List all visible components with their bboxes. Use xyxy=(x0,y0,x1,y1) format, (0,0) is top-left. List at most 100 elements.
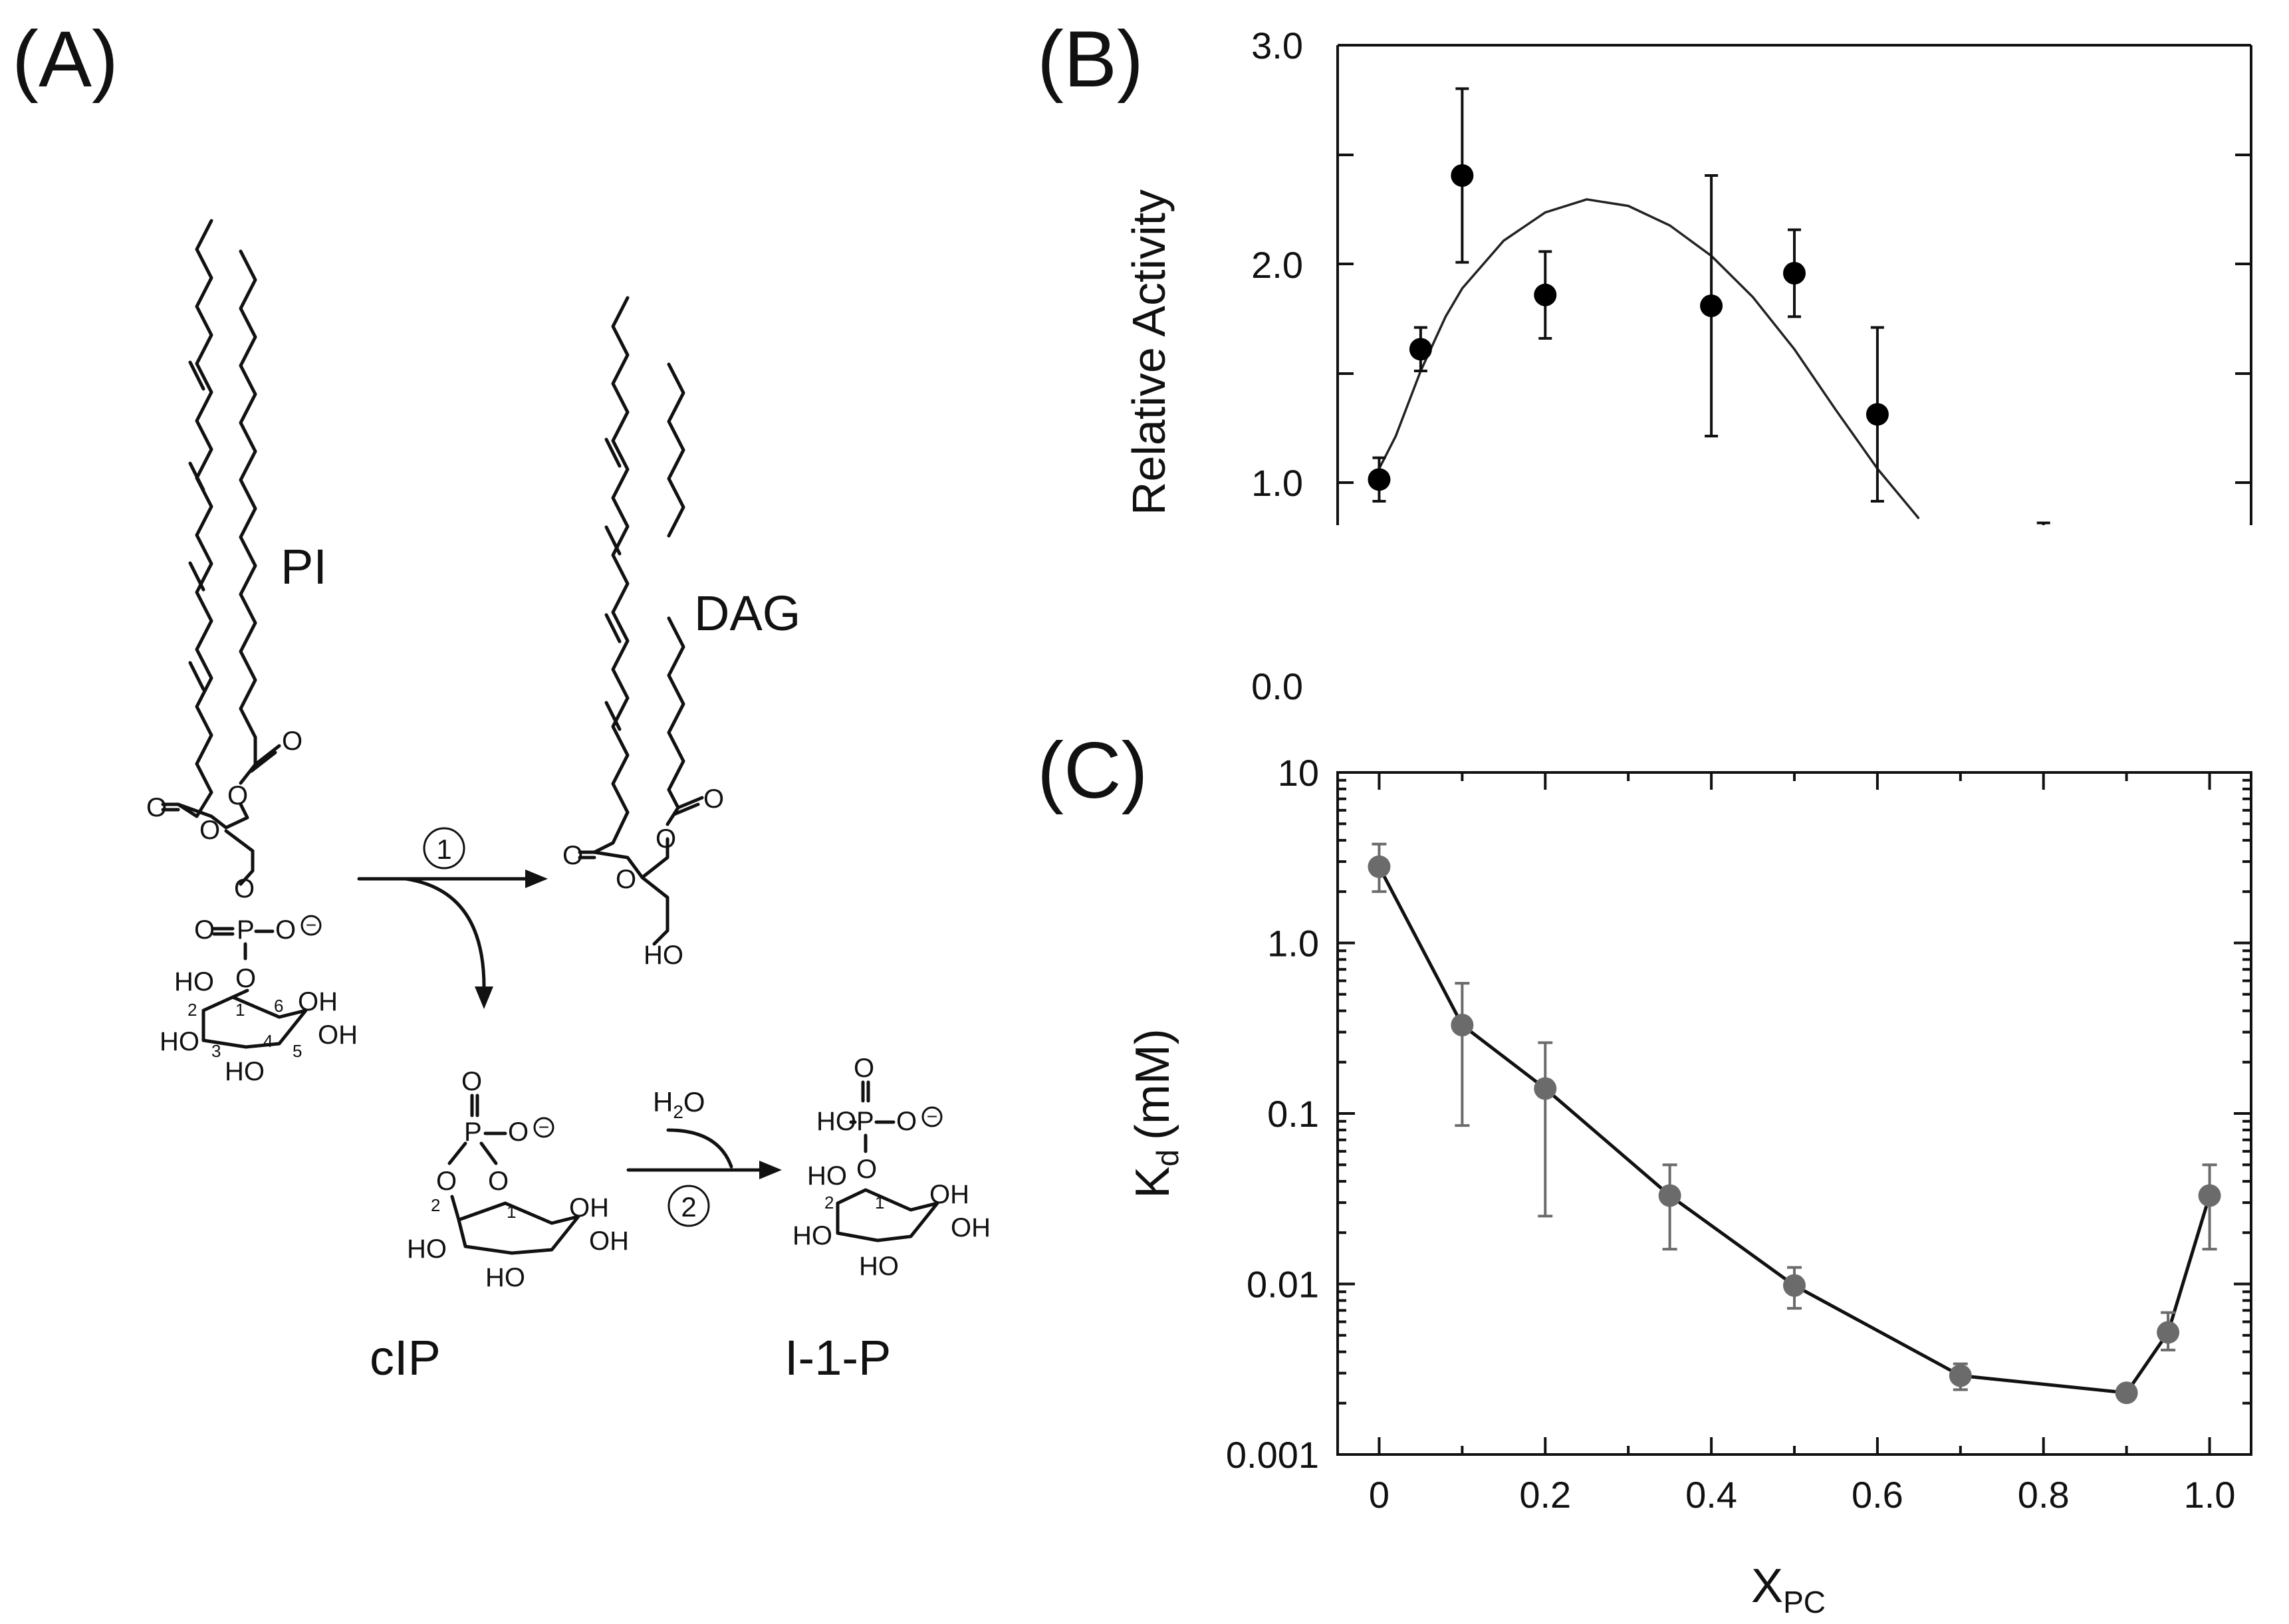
pi-oh-2: OH xyxy=(318,1020,358,1050)
plot-b-point-6 xyxy=(1866,403,1889,426)
reaction-1-arrowhead xyxy=(525,870,548,888)
plot-b-ytick-label-1: 1.0 xyxy=(1251,462,1303,504)
pi-chain-2 xyxy=(239,249,257,739)
pi-ring-2: 2 xyxy=(187,1000,197,1020)
pi-oxygen-6: O xyxy=(194,915,215,945)
panel-a-label: (A) xyxy=(12,15,118,104)
i1p-oxygen-1: O xyxy=(854,1054,874,1083)
panel-c-label: (C) xyxy=(1037,726,1148,815)
plot-b-point-2 xyxy=(1451,164,1474,187)
plot-b-ytick-label-3: 3.0 xyxy=(1251,25,1303,66)
cip-oxygen-3: O xyxy=(436,1167,457,1196)
dag-oxygen-4: O xyxy=(616,865,636,894)
pi-ester-2 xyxy=(239,735,257,785)
dag-glycerol xyxy=(592,810,669,879)
plot-c-ytick-label-4: 10 xyxy=(1278,752,1319,794)
pi-negative-charge xyxy=(301,915,322,936)
cip-oxygen-2: O xyxy=(508,1117,529,1147)
dag-ho: HO xyxy=(644,941,683,970)
plot-c-marks xyxy=(1368,842,2221,1405)
plot-c-xtick-label-0: 0 xyxy=(1369,1474,1389,1516)
cip-ho-1: HO xyxy=(407,1234,447,1264)
step-1-number: 1 xyxy=(436,834,451,865)
plot-c-ytick-label-1: 0.01 xyxy=(1247,1264,1319,1306)
i1p-minus: − xyxy=(927,1106,937,1127)
plot-c-point-8 xyxy=(2198,1184,2221,1207)
plot-c-point-5 xyxy=(1949,1364,1972,1387)
plot-c-frame xyxy=(1336,771,2252,1456)
panel-b-label: (B) xyxy=(1037,15,1144,104)
plot-c-ytick-label-0: 0.001 xyxy=(1226,1434,1319,1476)
pi-ring-3: 3 xyxy=(211,1041,221,1061)
cip-minus: − xyxy=(539,1117,549,1137)
dag-hydroxyl-arm xyxy=(640,875,669,946)
pi-inositol-ring xyxy=(201,995,308,1049)
i1p-oh-1: OH xyxy=(929,1180,969,1209)
cip-oh-2: OH xyxy=(589,1226,629,1256)
plot-c-point-2 xyxy=(1534,1077,1557,1100)
plot-b-point-0 xyxy=(1368,468,1391,491)
cip-negative-charge xyxy=(533,1117,554,1138)
plot-c-point-6 xyxy=(2115,1381,2138,1405)
cip-ring-1: 1 xyxy=(507,1202,516,1222)
pi-double-bond-2 xyxy=(188,461,205,492)
reaction-1-branch-head xyxy=(475,986,493,1009)
cip-oxygen-4: O xyxy=(488,1167,509,1196)
i1p-phosphorus: P xyxy=(856,1107,874,1136)
plot-c-point-4 xyxy=(1783,1274,1806,1297)
cip-ho-2: HO xyxy=(485,1263,525,1292)
step-1-badge xyxy=(423,827,465,870)
i1p-ring-2: 2 xyxy=(824,1193,834,1213)
pi-double-bond-4 xyxy=(188,661,205,691)
dag-ester-2 xyxy=(665,788,680,826)
pi-minus: − xyxy=(306,915,316,935)
i1p-ring-1: 1 xyxy=(875,1193,884,1213)
pi-label: PI xyxy=(281,539,327,594)
dag-chain-2 xyxy=(667,362,685,538)
dag-oxygen-3: O xyxy=(562,841,583,870)
pi-oxygen-1: O xyxy=(282,727,302,756)
plot-c-xtick-label-3: 0.6 xyxy=(1852,1474,1903,1516)
pi-ring-1: 1 xyxy=(235,1000,245,1020)
pi-oxygen-8: O xyxy=(235,964,256,993)
dag-chain-2b xyxy=(667,616,685,792)
cip-oh-1: OH xyxy=(569,1193,609,1222)
plot-b-ytick-label-0: 0.0 xyxy=(1251,665,1303,707)
plot-c-point-1 xyxy=(1451,1014,1474,1037)
pi-carbonyl-2 xyxy=(253,744,281,766)
plot-b-ytick-label-2: 2.0 xyxy=(1251,244,1303,286)
plot-c-point-0 xyxy=(1368,855,1391,878)
plot-c-ylabel: Kd(mM) xyxy=(1126,1028,1185,1199)
i1p-ho-3: HO xyxy=(859,1252,899,1281)
reaction-1-branch xyxy=(404,877,486,992)
plot-c-axes: 0.001 0.01 0.1 1.0 10 0 0.2 0.4 0.6 0.8 1.0 xyxy=(1226,752,2251,1516)
cip-ring-2: 2 xyxy=(431,1195,440,1215)
i1p-oxygen-2: O xyxy=(896,1107,917,1136)
plot-b-ylabel: Relative Activity xyxy=(1123,189,1175,515)
plot-b-fit-curve xyxy=(1378,198,1920,520)
panel-a: (A) O O O O O O P O − O HO xyxy=(12,15,991,1385)
pi-linker xyxy=(224,829,255,886)
dag-double-bond-3 xyxy=(604,613,622,643)
pi-ho-2: HO xyxy=(160,1027,199,1056)
pi-oxygen-7: O xyxy=(275,915,296,945)
pi-ring-6: 6 xyxy=(274,996,283,1016)
i1p-negative-charge xyxy=(921,1106,943,1127)
plot-c-series-line xyxy=(1378,866,2211,1395)
step-2-number: 2 xyxy=(681,1191,696,1222)
panel-b: (B) 3.0 2.0 1.0 0.0 Relative Activity xyxy=(1037,15,2252,707)
water-uptake-arc xyxy=(666,1128,733,1169)
reaction-2-arrowhead xyxy=(759,1161,782,1179)
dag-label: DAG xyxy=(694,586,800,641)
pi-phosphorus: P xyxy=(237,915,255,945)
plot-b-point-3 xyxy=(1534,283,1557,306)
pi-double-bond-3 xyxy=(188,561,205,592)
i1p-ho-1: HO xyxy=(807,1161,847,1191)
step-2-badge xyxy=(667,1185,710,1227)
plot-c-point-3 xyxy=(1658,1184,1681,1207)
plot-c-point-7 xyxy=(2157,1321,2180,1344)
pi-oxygen-5: O xyxy=(234,874,255,903)
plot-b-y-ticks xyxy=(1338,154,2251,484)
plot-c-ytick-label-2: 0.1 xyxy=(1267,1093,1319,1135)
